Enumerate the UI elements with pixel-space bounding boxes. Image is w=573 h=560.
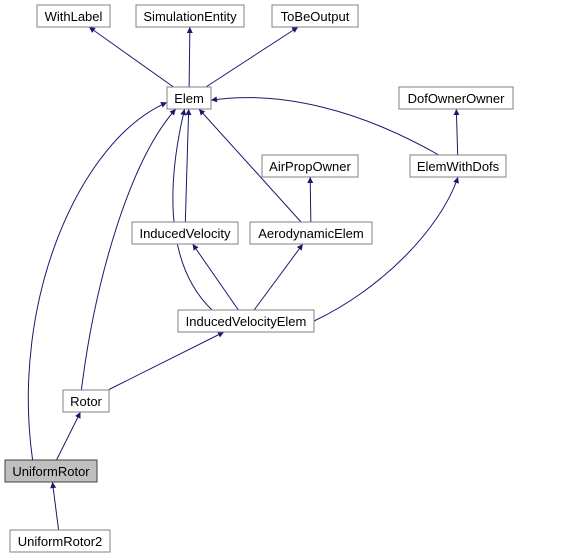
- node-label: ElemWithDofs: [417, 159, 500, 174]
- node-label: AirPropOwner: [269, 159, 351, 174]
- edge: [189, 27, 190, 87]
- node-label: ToBeOutput: [281, 9, 350, 24]
- node-InducedVelocityElem[interactable]: InducedVelocityElem: [178, 310, 314, 332]
- arrowhead: [211, 96, 217, 102]
- nodes-layer: WithLabel SimulationEntity ToBeOutput Elem D…: [5, 5, 513, 552]
- edge: [81, 109, 175, 390]
- node-label: InducedVelocity: [139, 226, 231, 241]
- node-Elem[interactable]: Elem: [167, 87, 211, 109]
- node-label: UniformRotor: [12, 464, 90, 479]
- arrowhead: [193, 244, 199, 251]
- node-label: DofOwnerOwner: [408, 91, 505, 106]
- edge: [109, 332, 224, 390]
- node-ElemWithDofs[interactable]: ElemWithDofs: [410, 155, 506, 177]
- edge: [314, 177, 458, 321]
- arrowhead: [291, 27, 298, 33]
- node-WithLabel[interactable]: WithLabel: [37, 5, 110, 27]
- inheritance-diagram: WithLabel SimulationEntity ToBeOutput Elem D…: [0, 0, 573, 560]
- node-label: Elem: [174, 91, 204, 106]
- arrowhead: [185, 109, 191, 115]
- edge: [89, 27, 174, 87]
- node-label: SimulationEntity: [143, 9, 237, 24]
- arrowhead: [187, 27, 193, 33]
- node-InducedVelocity[interactable]: InducedVelocity: [132, 222, 238, 244]
- node-label: Rotor: [70, 394, 102, 409]
- node-label: WithLabel: [45, 9, 103, 24]
- edge: [310, 177, 311, 222]
- node-DofOwnerOwner[interactable]: DofOwnerOwner: [399, 87, 513, 109]
- edge: [193, 244, 239, 310]
- node-label: UniformRotor2: [18, 534, 103, 549]
- node-AirPropOwner[interactable]: AirPropOwner: [262, 155, 358, 177]
- arrowhead: [453, 177, 459, 184]
- edge: [254, 244, 303, 310]
- edge: [206, 27, 298, 87]
- arrowhead: [297, 244, 303, 251]
- arrowhead: [307, 177, 313, 183]
- node-UniformRotor[interactable]: UniformRotor: [5, 460, 97, 482]
- node-label: AerodynamicElem: [258, 226, 364, 241]
- edge: [52, 482, 58, 530]
- edges-layer: [28, 27, 459, 530]
- edge: [185, 109, 188, 222]
- edge: [57, 412, 81, 460]
- arrowhead: [180, 109, 186, 116]
- node-ToBeOutput[interactable]: ToBeOutput: [272, 5, 358, 27]
- node-SimulationEntity[interactable]: SimulationEntity: [136, 5, 244, 27]
- node-Rotor[interactable]: Rotor: [63, 390, 109, 412]
- edge: [456, 109, 457, 155]
- arrowhead: [454, 109, 460, 115]
- node-label: InducedVelocityElem: [186, 314, 307, 329]
- arrowhead: [89, 27, 96, 33]
- node-AerodynamicElem[interactable]: AerodynamicElem: [250, 222, 372, 244]
- edge: [173, 109, 212, 310]
- node-UniformRotor2[interactable]: UniformRotor2: [10, 530, 110, 552]
- arrowhead: [50, 482, 56, 488]
